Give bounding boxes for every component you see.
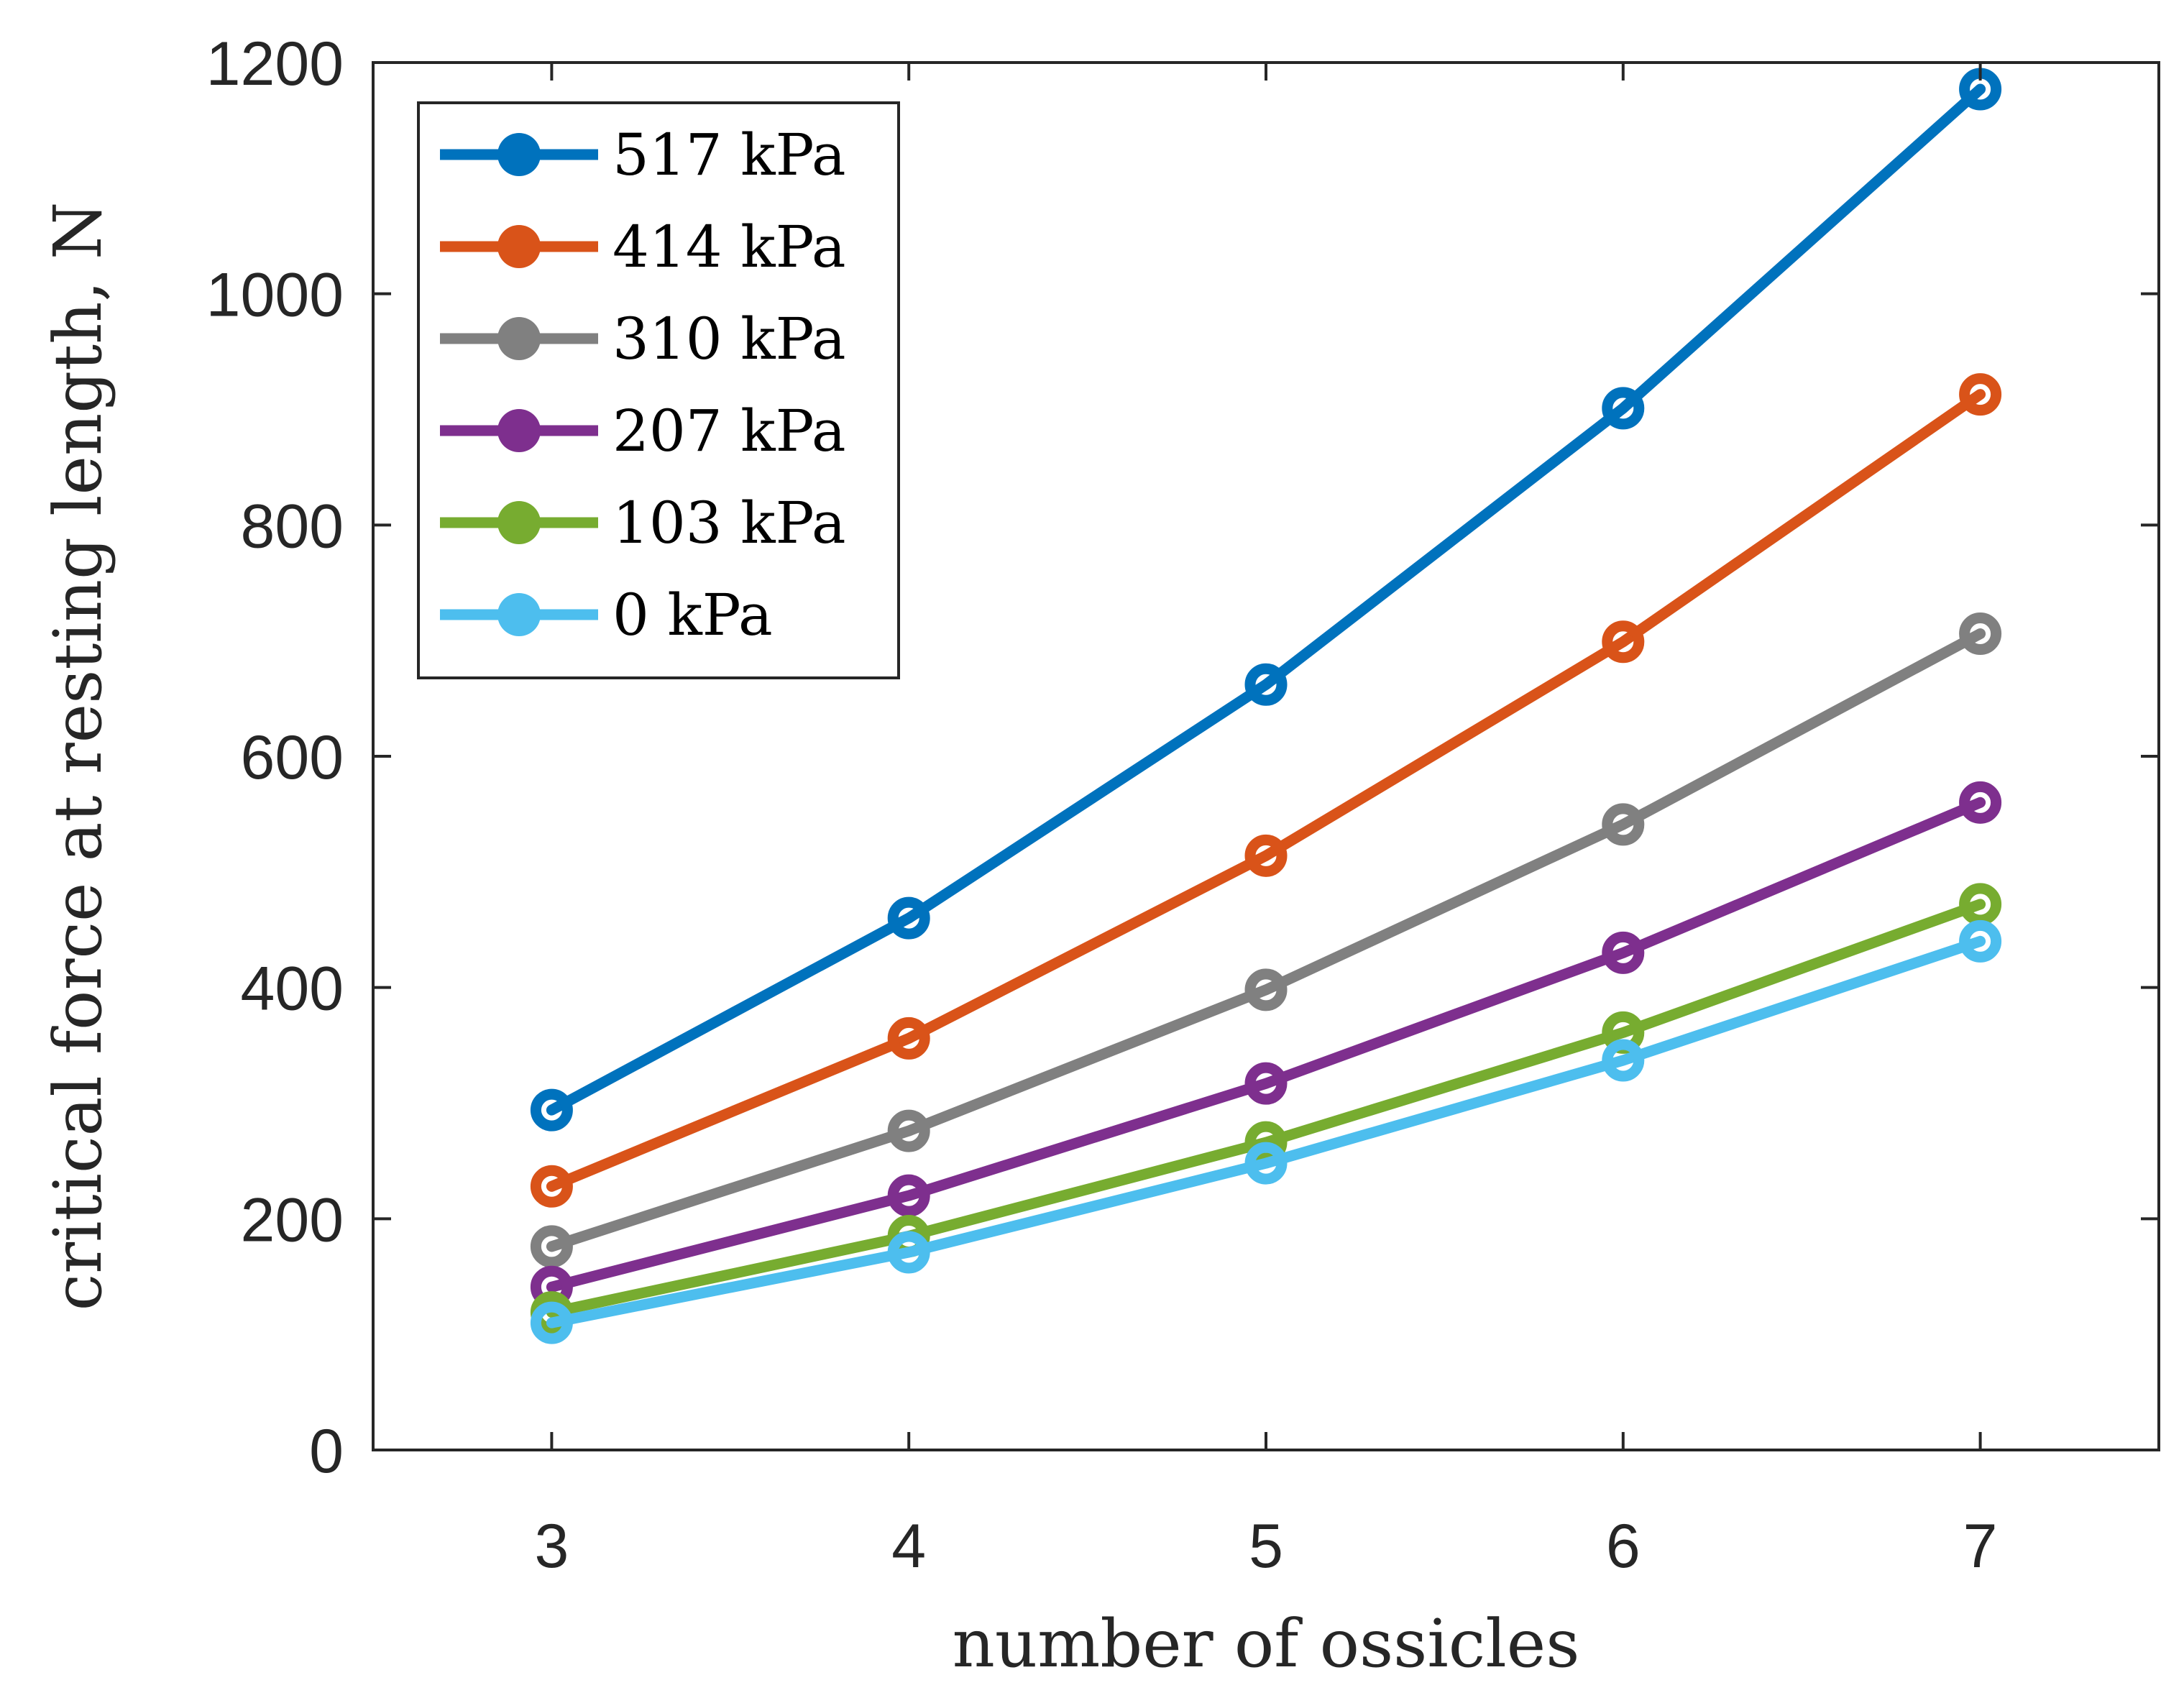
series-line	[546, 628, 1986, 1252]
legend-marker	[497, 501, 541, 544]
legend-entries: 517 kPa 414 kPa 310 kPa 207 kPa 103 kPa 0 kPa	[440, 121, 846, 648]
data-point	[887, 896, 930, 940]
data-point	[1959, 919, 2002, 963]
legend-marker	[497, 593, 541, 636]
x-tick-label: 4	[891, 1512, 926, 1581]
series-line	[546, 797, 1986, 1293]
data-point	[1244, 663, 1288, 706]
legend-label: 414 kPa	[612, 214, 846, 280]
x-tick-label: 3	[534, 1512, 569, 1581]
data-point	[1602, 803, 1645, 846]
y-axis-title: critical force at resting length, N	[40, 202, 116, 1311]
legend-label: 517 kPa	[612, 121, 846, 188]
data-point	[530, 1088, 573, 1132]
data-point	[1602, 931, 1645, 974]
y-tick-label: 1200	[206, 29, 344, 98]
legend-label: 103 kPa	[612, 490, 846, 556]
x-axis-title: number of ossicles	[953, 1605, 1580, 1682]
legend-entry: 310 kPa	[440, 306, 846, 372]
series-0-kpa	[530, 919, 2002, 1344]
x-tick-label: 6	[1606, 1512, 1641, 1581]
data-point	[530, 1165, 573, 1208]
y-tick-label: 200	[241, 1185, 344, 1254]
legend-marker	[497, 409, 541, 452]
data-point	[1959, 781, 2002, 824]
legend-entry: 517 kPa	[440, 121, 846, 188]
legend-entry: 414 kPa	[440, 214, 846, 280]
x-axis-ticks: 3 4 5 6 7	[534, 63, 1998, 1581]
data-point	[887, 1174, 930, 1217]
x-tick-label: 7	[1963, 1512, 1998, 1581]
data-point	[1959, 373, 2002, 416]
legend-marker	[497, 133, 541, 176]
data-point	[530, 1301, 573, 1344]
data-point	[1244, 1062, 1288, 1105]
data-point	[530, 1225, 573, 1268]
y-tick-label: 0	[309, 1417, 344, 1486]
series-line	[546, 389, 1986, 1192]
series-layer	[530, 68, 2002, 1344]
data-point	[1602, 1039, 1645, 1082]
x-tick-label: 5	[1249, 1512, 1283, 1581]
legend-entry: 0 kPa	[440, 582, 773, 648]
series-207-kpa	[530, 781, 2002, 1308]
y-axis-ticks: 0 200 400 600 800 1000 1200	[206, 29, 2159, 1486]
y-tick-label: 800	[241, 492, 344, 561]
legend-marker	[497, 317, 541, 360]
data-point	[887, 1016, 930, 1060]
legend-label: 0 kPa	[612, 582, 773, 648]
data-point	[887, 1109, 930, 1152]
y-tick-label: 600	[241, 723, 344, 792]
data-point	[1602, 387, 1645, 430]
data-point	[1244, 834, 1288, 877]
data-point	[1244, 968, 1288, 1011]
y-tick-label: 400	[241, 955, 344, 1024]
legend-label: 207 kPa	[612, 398, 846, 464]
series-line	[546, 83, 1986, 1116]
data-point	[1244, 1142, 1288, 1185]
legend-box	[417, 101, 900, 679]
series-310-kpa	[530, 612, 2002, 1268]
legend: 517 kPa 414 kPa 310 kPa 207 kPa 103 kPa 0 kPa	[417, 101, 900, 679]
data-point	[1602, 620, 1645, 664]
data-point	[1959, 612, 2002, 656]
legend-label: 310 kPa	[612, 306, 846, 372]
legend-marker	[497, 225, 541, 268]
data-point	[887, 1231, 930, 1274]
legend-entry: 103 kPa	[440, 490, 846, 556]
legend-entry: 207 kPa	[440, 398, 846, 464]
series-414-kpa	[530, 373, 2002, 1208]
series-line	[546, 935, 1986, 1328]
y-tick-label: 1000	[206, 261, 344, 330]
